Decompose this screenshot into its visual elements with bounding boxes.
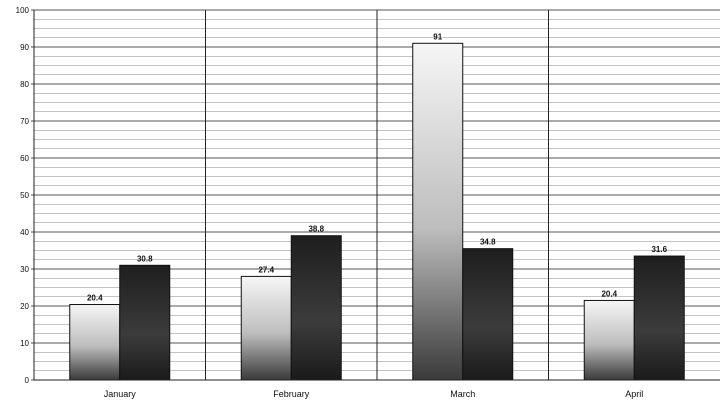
bar-february-series-2 <box>290 235 342 381</box>
bar-march-series-1 <box>412 42 464 381</box>
category-label-january: January <box>104 389 137 399</box>
y-tick-label: 100 <box>16 6 30 15</box>
data-label: 31.6 <box>651 245 667 254</box>
bar-series <box>69 42 685 381</box>
data-label: 34.8 <box>480 238 496 247</box>
category-label-february: February <box>273 389 310 399</box>
data-label: 20.4 <box>601 289 617 298</box>
y-tick-label: 60 <box>20 154 29 163</box>
data-label: 38.8 <box>308 225 324 234</box>
data-label: 91 <box>433 32 442 41</box>
y-tick-label: 70 <box>20 117 29 126</box>
y-tick-label: 50 <box>20 191 29 200</box>
y-tick-label: 80 <box>20 80 29 89</box>
y-tick-label: 20 <box>20 302 29 311</box>
category-label-march: March <box>450 389 475 399</box>
y-tick-label: 90 <box>20 43 29 52</box>
category-label-april: April <box>625 389 643 399</box>
bar-april-series-2 <box>633 255 685 381</box>
y-tick-label: 0 <box>25 376 30 385</box>
y-axis: 0 10 20 30 40 50 60 70 80 90 100 <box>16 6 35 385</box>
bar-march-series-2 <box>462 248 514 381</box>
x-axis: January February March April <box>34 379 720 399</box>
bar-january-series-2 <box>119 264 171 381</box>
data-label: 30.8 <box>137 254 153 263</box>
data-labels: 20.4 30.8 27.4 38.8 91 34.8 20.4 31.6 <box>87 32 668 302</box>
bar-february-series-1 <box>240 275 292 381</box>
bar-january-series-1 <box>69 304 121 381</box>
y-tick-label: 40 <box>20 228 29 237</box>
data-label: 20.4 <box>87 294 103 303</box>
y-tick-label: 10 <box>20 339 29 348</box>
bar-april-series-1 <box>583 299 635 381</box>
data-label: 27.4 <box>258 265 274 274</box>
y-tick-label: 30 <box>20 265 29 274</box>
